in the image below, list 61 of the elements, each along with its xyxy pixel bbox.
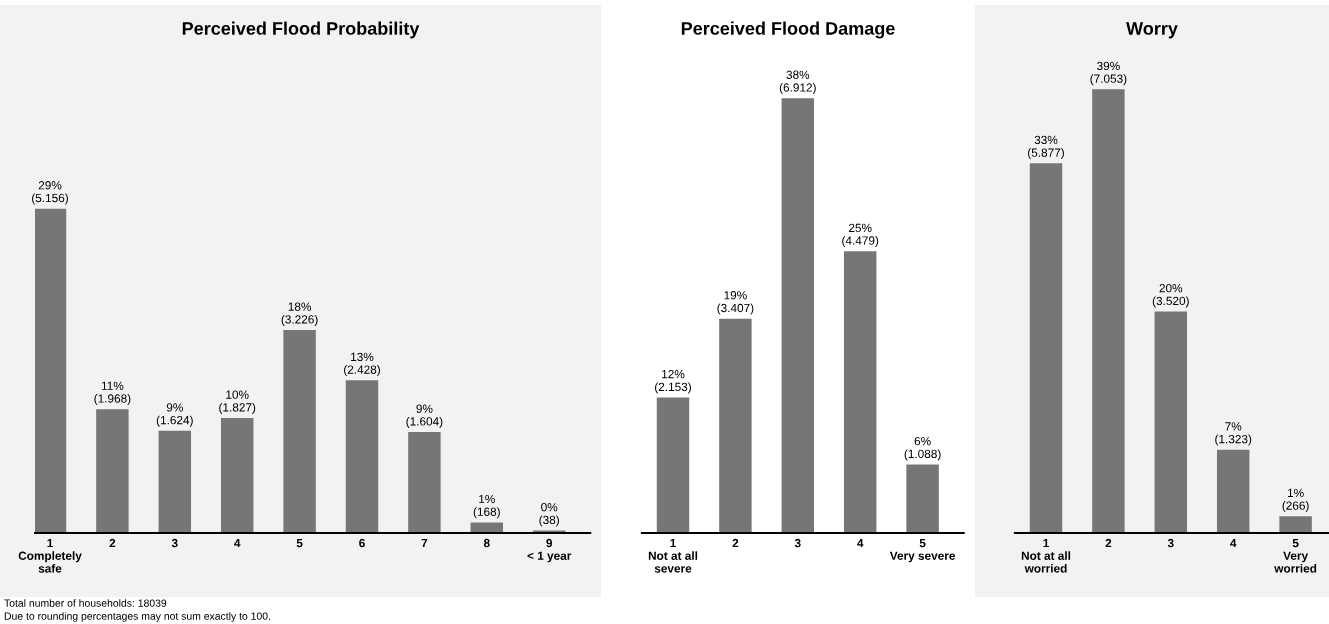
x-tick-label: 3: [794, 538, 801, 548]
bar: [158, 430, 192, 533]
data-label: 25% (4.479): [842, 223, 879, 248]
bar: [656, 397, 690, 533]
data-label: 11% (1.968): [94, 381, 131, 406]
data-label: 39% (7.053): [1090, 61, 1127, 86]
x-tick-label: 4: [1230, 538, 1237, 548]
data-label: 1% (168): [473, 494, 500, 519]
x-tick-label: 2: [109, 538, 116, 548]
data-label: 9% (1.604): [406, 404, 443, 428]
data-label: 13% (2.428): [344, 352, 380, 377]
bar: [906, 464, 939, 533]
data-label: 38% (6.912): [779, 70, 816, 94]
chart-title: Perceived Flood Damage: [681, 21, 895, 39]
x-tick-label: 9 < 1 year: [527, 538, 572, 563]
data-label: 33% (5.877): [1028, 135, 1064, 160]
x-tick-label: 3: [1167, 538, 1174, 548]
bar: [283, 330, 316, 533]
chart-title: Perceived Flood Probability: [182, 21, 420, 39]
data-label: 0% (38): [539, 503, 559, 527]
data-label: 10% (1.827): [219, 390, 256, 414]
x-tick-label: 5 Very severe: [889, 538, 956, 563]
x-tick-label: 1 Completely safe: [18, 538, 82, 573]
x-tick-label: 5: [296, 538, 303, 548]
x-tick-label: 2: [732, 538, 739, 548]
data-label: 1% (266): [1282, 488, 1309, 513]
bar: [719, 318, 752, 533]
data-label: 7% (1.323): [1215, 422, 1252, 446]
data-label: 6% (1.088): [904, 436, 941, 461]
data-label: 9% (1.624): [156, 403, 193, 427]
x-tick-label: 1 Not at all severe: [648, 538, 698, 573]
bar: [843, 251, 877, 533]
x-tick-label: 4: [234, 538, 241, 548]
bar: [1216, 449, 1250, 533]
x-tick-label: 5 Very worried: [1274, 538, 1317, 573]
data-label: 18% (3.226): [281, 302, 318, 326]
text: Total number of households: 18039: [4, 599, 167, 607]
x-tick-label: 2: [1105, 538, 1112, 548]
bar: [1279, 516, 1312, 533]
bar: [408, 432, 441, 533]
bar: [96, 409, 129, 533]
bar: [345, 380, 379, 533]
x-tick-label: 4: [857, 538, 864, 548]
data-label: 29% (5.156): [32, 181, 68, 205]
bar: [35, 208, 67, 533]
bar: [781, 98, 815, 533]
x-tick-label: 7: [421, 538, 428, 548]
bar: [1092, 89, 1125, 533]
bar: [470, 522, 504, 533]
chart-title: Worry: [1126, 22, 1178, 39]
x-tick-label: 6: [359, 538, 365, 548]
x-tick-label: 3: [171, 538, 178, 548]
x-tick-label: 8: [483, 538, 490, 548]
data-label: 20% (3.520): [1152, 283, 1189, 308]
text: Due to rounding percentages may not sum exactly to 100.: [4, 612, 270, 622]
x-tick-label: 1 Not at all worried: [1021, 538, 1071, 573]
data-label: 12% (2.153): [655, 369, 691, 394]
bar: [220, 418, 254, 533]
bar: [1154, 311, 1188, 533]
data-label: 19% (3.407): [717, 291, 754, 315]
bar: [1029, 163, 1063, 533]
